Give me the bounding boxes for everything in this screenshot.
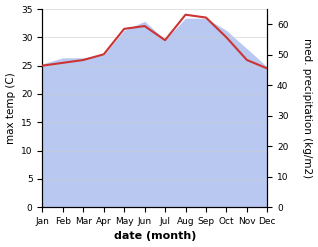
X-axis label: date (month): date (month) (114, 231, 196, 242)
Y-axis label: max temp (C): max temp (C) (5, 72, 16, 144)
Y-axis label: med. precipitation (kg/m2): med. precipitation (kg/m2) (302, 38, 313, 178)
